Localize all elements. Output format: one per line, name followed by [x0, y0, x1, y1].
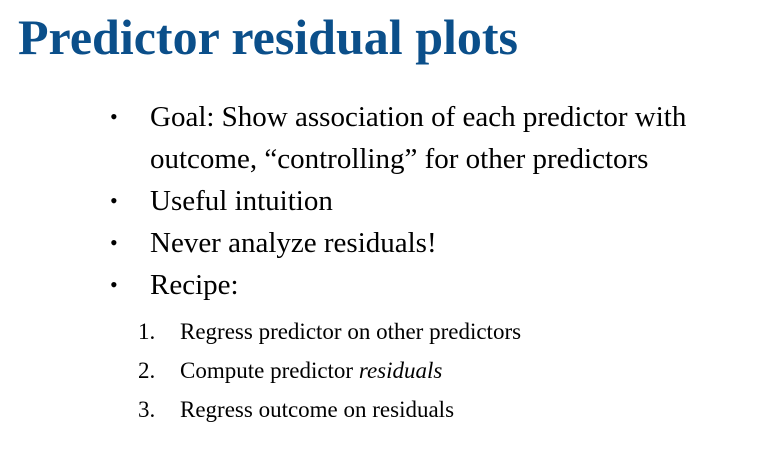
bullet-text: Useful intuition [150, 185, 333, 217]
step-number: 1. [138, 319, 156, 344]
recipe-steps: 1. Regress predictor on other predictors… [138, 312, 738, 429]
slide-title: Predictor residual plots [18, 9, 518, 65]
bullet-marker: • [110, 272, 118, 297]
step-number: 2. [138, 358, 156, 383]
bullet-text: Recipe: [150, 269, 239, 301]
bullet-list: • Goal: Show association of each predict… [110, 96, 755, 306]
bullet-item: • Recipe: [110, 264, 755, 306]
step-text: Regress predictor on other predictors [180, 319, 522, 344]
step-text: Regress outcome on residuals [180, 397, 455, 422]
bullet-marker: • [110, 230, 118, 255]
bullet-marker: • [110, 188, 118, 213]
recipe-step: 3. Regress outcome on residuals [138, 390, 738, 429]
bullet-item: • Useful intuition [110, 180, 755, 222]
recipe-step: 2. Compute predictor residuals [138, 351, 738, 390]
bullet-marker: • [110, 104, 118, 129]
recipe-step: 1. Regress predictor on other predictors [138, 312, 738, 351]
bullet-item: • Never analyze residuals! [110, 222, 755, 264]
bullet-text: Never analyze residuals! [150, 227, 437, 259]
step-number: 3. [138, 397, 156, 422]
bullet-item: • Goal: Show association of each predict… [110, 96, 755, 180]
step-emphasis: residuals [358, 358, 443, 383]
bullet-text: Goal: Show association of each predictor… [150, 101, 687, 175]
step-text: Compute predictor [180, 358, 359, 383]
